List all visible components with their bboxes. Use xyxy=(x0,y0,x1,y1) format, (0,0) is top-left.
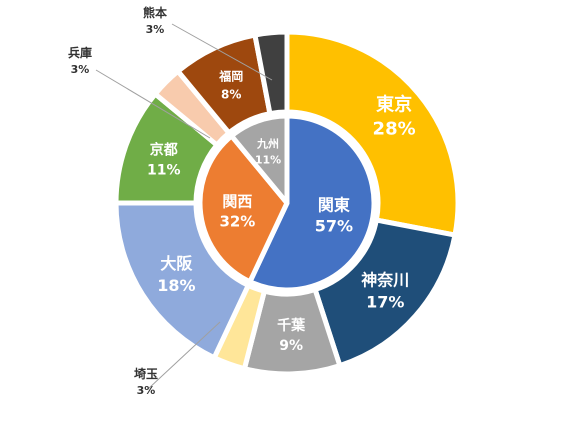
outer-value-8: 3% xyxy=(146,23,165,36)
inner-pie xyxy=(197,113,377,293)
outer-value-7: 8% xyxy=(221,87,241,101)
inner-value-1: 32% xyxy=(219,212,255,230)
outer-label-8: 熊本 xyxy=(143,5,167,20)
outer-slice-8[interactable] xyxy=(252,29,290,117)
data-labels: 東京 28% 神奈川 17% 千葉 9% 大阪 18% 京都 11% 福岡 8% 埼玉 3% 兵庫 3% 熊本 3… xyxy=(68,5,416,397)
outer-label-4: 大阪 xyxy=(160,254,193,273)
outer-slice-0[interactable] xyxy=(284,29,461,238)
outer-value-1: 17% xyxy=(366,293,404,312)
inner-value-2: 11% xyxy=(255,153,281,166)
inner-slice-2[interactable] xyxy=(229,113,290,206)
outer-label-7: 福岡 xyxy=(218,68,243,83)
outer-label-0: 東京 xyxy=(376,93,412,115)
outer-value-0: 28% xyxy=(373,118,416,139)
inner-label-0: 関東 xyxy=(318,195,350,214)
inner-slice-0[interactable] xyxy=(247,113,377,293)
outer-label-2: 千葉 xyxy=(277,317,306,334)
inner-value-0: 57% xyxy=(315,216,353,235)
outer-value-2: 9% xyxy=(279,338,303,354)
leader-line-8 xyxy=(171,23,273,81)
outer-value-3: 3% xyxy=(137,384,156,397)
leader-line-3 xyxy=(147,321,221,390)
inner-label-2: 九州 xyxy=(256,136,279,150)
outer-label-3: 埼玉 xyxy=(134,366,158,381)
outer-value-4: 18% xyxy=(157,276,195,295)
outer-label-6: 兵庫 xyxy=(68,45,92,60)
outer-ring xyxy=(113,29,461,377)
outer-label-5: 京都 xyxy=(150,142,178,159)
leader-line-6 xyxy=(95,69,211,139)
inner-slice-1[interactable] xyxy=(197,133,290,285)
outer-slice-4[interactable] xyxy=(113,200,251,361)
outer-value-6: 3% xyxy=(71,63,90,76)
inner-label-1: 関西 xyxy=(222,192,252,210)
outer-value-5: 11% xyxy=(147,163,181,179)
outer-label-1: 神奈川 xyxy=(361,271,409,290)
